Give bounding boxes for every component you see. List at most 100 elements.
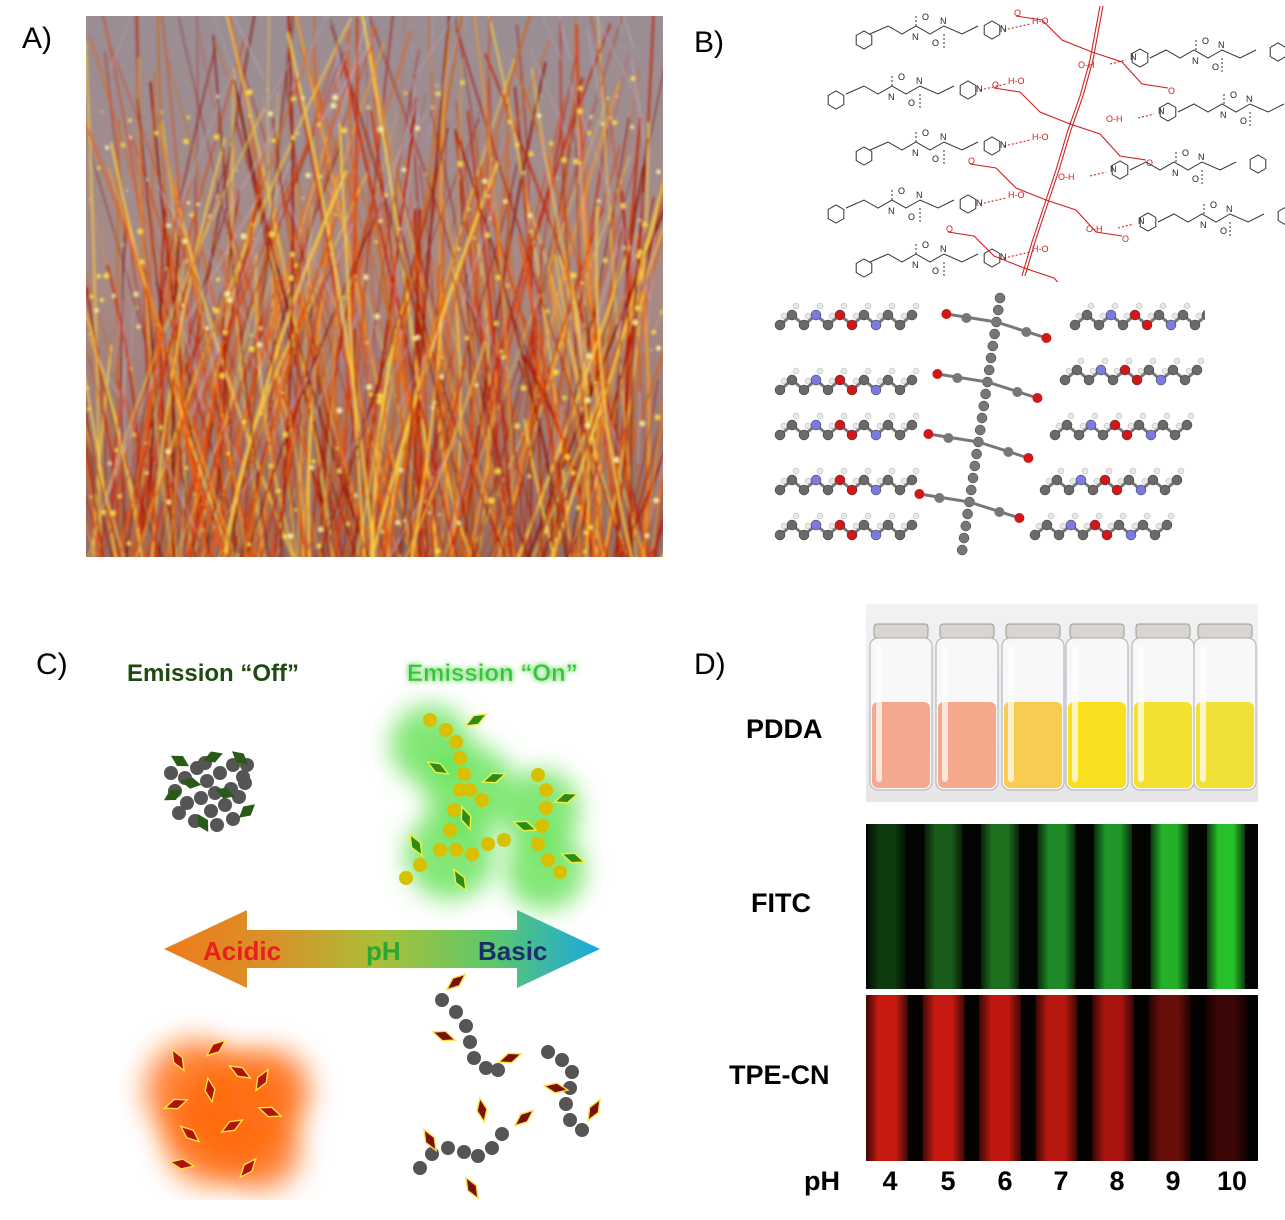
sparkle bbox=[247, 89, 253, 95]
atom-label: H-O bbox=[1032, 16, 1049, 26]
atom bbox=[798, 484, 810, 496]
atom-label: N bbox=[1220, 110, 1227, 120]
atom bbox=[870, 384, 882, 396]
sparkle bbox=[213, 525, 215, 528]
sparkle bbox=[555, 538, 557, 540]
fiber bbox=[220, 265, 334, 557]
fiber-highlight bbox=[530, 51, 574, 148]
bead bbox=[423, 713, 437, 727]
fiber-highlight bbox=[163, 456, 197, 532]
sparkle bbox=[613, 456, 620, 463]
fitc-band-shade bbox=[1207, 824, 1245, 989]
hydrogen-atom bbox=[816, 467, 824, 475]
fiber bbox=[521, 315, 605, 557]
fiber bbox=[348, 151, 434, 557]
fiber bbox=[328, 18, 476, 557]
bead bbox=[172, 806, 186, 820]
atom-label: N bbox=[916, 76, 923, 86]
bead bbox=[491, 1063, 505, 1077]
tpe-unit bbox=[587, 1098, 601, 1122]
atom-label: N bbox=[976, 84, 983, 94]
sparkle bbox=[493, 321, 499, 326]
hydrogen-atom bbox=[780, 422, 788, 430]
sparkle bbox=[135, 306, 138, 309]
sparkle bbox=[464, 335, 469, 341]
atom-label: N bbox=[888, 92, 895, 102]
sparkle bbox=[236, 554, 239, 557]
fiber bbox=[556, 140, 568, 557]
atom bbox=[894, 484, 906, 496]
hydrogen-atom bbox=[1163, 412, 1171, 420]
fiber bbox=[466, 110, 518, 557]
sparkle bbox=[318, 527, 324, 533]
sparkle bbox=[287, 533, 294, 539]
bead bbox=[457, 767, 471, 781]
sparkle bbox=[583, 324, 586, 326]
fiber-highlight bbox=[623, 16, 634, 49]
sparkle bbox=[435, 91, 441, 97]
tpe-unit bbox=[426, 761, 450, 775]
fiber-highlight bbox=[577, 312, 588, 375]
sparkle bbox=[622, 246, 626, 250]
sparkle bbox=[330, 102, 337, 109]
sparkle bbox=[99, 297, 105, 303]
fiber bbox=[366, 45, 394, 557]
fiber bbox=[637, 476, 663, 557]
sparkle bbox=[129, 135, 133, 139]
tpe-unit bbox=[170, 755, 190, 767]
hydrogen-atom bbox=[1069, 477, 1077, 485]
ph-tick-4: 4 bbox=[882, 1166, 898, 1196]
pyridine-ring bbox=[855, 146, 873, 166]
atom bbox=[1053, 529, 1065, 541]
sparkle bbox=[636, 253, 641, 259]
fiber-highlight bbox=[396, 262, 399, 299]
fiber bbox=[176, 361, 194, 557]
bead bbox=[531, 837, 545, 851]
sparkle bbox=[269, 231, 275, 238]
atom bbox=[810, 519, 822, 531]
sparkle bbox=[224, 290, 231, 297]
oxygen-atom bbox=[941, 309, 952, 319]
fitc-fluorescence-image bbox=[866, 824, 1258, 989]
fiber-highlight bbox=[337, 42, 339, 89]
hydrogen-atom bbox=[1115, 412, 1123, 420]
atom bbox=[798, 384, 810, 396]
atom-label: O bbox=[922, 240, 929, 250]
sparkle bbox=[89, 495, 93, 499]
hydrogen-atom bbox=[816, 302, 824, 310]
fiber-highlight bbox=[175, 305, 203, 393]
hydrogen-atom bbox=[1141, 477, 1149, 485]
atom bbox=[846, 384, 858, 396]
sparkle bbox=[482, 178, 488, 184]
sparkle bbox=[645, 223, 649, 227]
fiber bbox=[487, 381, 548, 557]
sparkle bbox=[159, 425, 163, 430]
hydrogen-atom bbox=[1057, 467, 1065, 475]
sparkle bbox=[494, 468, 501, 475]
hydrogen-atom bbox=[1155, 522, 1163, 530]
atom bbox=[774, 384, 786, 396]
tpe-unit bbox=[453, 868, 467, 892]
atom-label: O bbox=[1210, 200, 1217, 210]
amide-chain bbox=[1129, 161, 1237, 171]
hydrogen-atom bbox=[1185, 367, 1193, 375]
fiber bbox=[387, 371, 424, 557]
fiber bbox=[384, 159, 486, 557]
sparkle bbox=[644, 533, 650, 539]
sparkle bbox=[156, 323, 159, 326]
fiber bbox=[452, 59, 463, 557]
atom bbox=[810, 309, 822, 321]
sparkle bbox=[428, 511, 431, 514]
fiber-highlight bbox=[337, 16, 369, 127]
atom bbox=[1075, 474, 1087, 486]
atom-label: O-H bbox=[1086, 224, 1103, 234]
fiber bbox=[131, 179, 192, 557]
fiber bbox=[86, 428, 125, 557]
atom bbox=[1107, 374, 1119, 386]
bead bbox=[463, 1035, 477, 1049]
atom bbox=[1051, 474, 1063, 486]
sparkle bbox=[615, 95, 618, 98]
fiber bbox=[86, 312, 143, 557]
sparkle bbox=[103, 272, 110, 279]
bead bbox=[232, 790, 246, 804]
